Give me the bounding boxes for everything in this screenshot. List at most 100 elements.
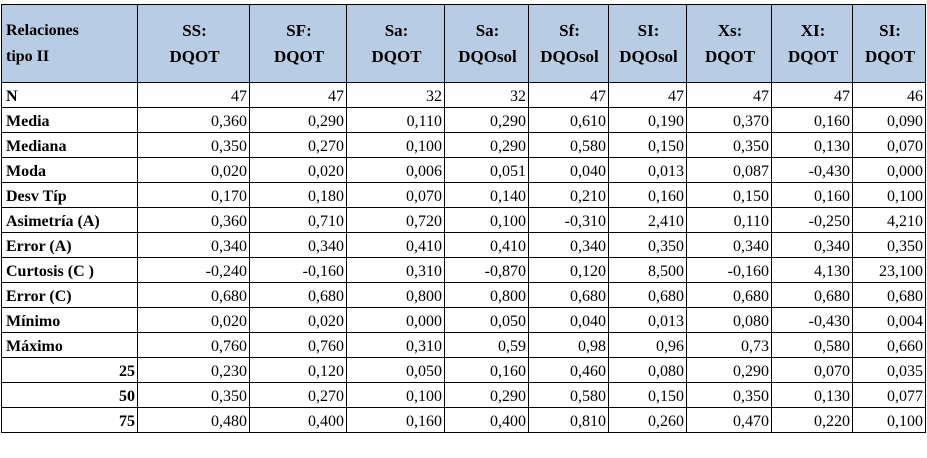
column-header: Sa: DQOsol [444,4,529,83]
column-header-line: DQOsol [619,46,678,66]
row-label: N [1,82,138,108]
table-cell: 0,290 [444,382,529,408]
table-cell: 47 [771,82,853,108]
table-cell: 0,180 [249,182,347,208]
column-header-line: SI: [879,20,901,40]
column-header-line: DQOT [371,46,422,66]
table-cell: 47 [528,82,609,108]
corner-header-line: tipo II [6,47,50,65]
table-cell: -0,870 [444,257,529,283]
table-cell: 32 [346,82,445,108]
table-cell: 0,59 [444,332,529,358]
table-cell: -0,160 [249,257,347,283]
table-cell: 0,000 [346,307,445,333]
table-cell: 0,120 [528,257,609,283]
table-cell: 0,260 [608,407,687,433]
table-cell: 0,310 [346,257,445,283]
table-cell: 0,090 [852,107,926,133]
row-label: Error (C) [1,282,138,308]
table-cell: 0,120 [249,357,347,383]
table-cell: 0,150 [686,182,772,208]
table-cell: 0,360 [137,107,250,133]
table-cell: -0,430 [771,307,853,333]
table-cell: 0,160 [771,182,853,208]
table-cell: 47 [608,82,687,108]
table-cell: 0,100 [346,382,445,408]
table-cell: 0,230 [137,357,250,383]
row-label: Media [1,107,138,133]
corner-header-line: Relaciones [6,21,79,39]
table-cell: 23,100 [852,257,926,283]
table-cell: 0,051 [444,157,529,183]
row-label: Máximo [1,332,138,358]
table-row: N 47 47 32 32 47 47 47 47 46 [1,82,926,108]
column-header-line: Sa: [475,20,500,40]
table-cell: 0,710 [249,207,347,233]
table-cell: -0,310 [528,207,609,233]
table-cell: 0,270 [249,132,347,158]
table-cell: 0,580 [771,332,853,358]
table-cell: 0,800 [444,282,529,308]
table-cell: 0,96 [608,332,687,358]
table-cell: 0,150 [608,132,687,158]
column-header: Sa: DQOT [346,4,445,83]
row-label: Error (A) [1,232,138,258]
table-cell: 0,160 [608,182,687,208]
column-header-line: DQOT [864,46,916,66]
column-header-line: SF: [286,20,312,40]
column-header: SS: DQOT [137,4,250,83]
table-cell: 0,270 [249,382,347,408]
column-header: SI: DQOsol [608,4,687,83]
table-row: Moda 0,020 0,020 0,006 0,051 0,040 0,013 0,087-… [1,157,926,183]
table-cell: -0,430 [771,157,853,183]
table-cell: 0,410 [444,232,529,258]
table-row: 25 0,230 0,120 0,050 0,160 0,460 0,080 0,290 0,0… [1,357,926,383]
statistics-table: Relaciones tipo II SS: DQOT SF: DQOT Sa: DQ… [1,4,926,433]
table-cell: 0,580 [528,132,609,158]
table-cell: 0,810 [528,407,609,433]
table-cell: 47 [686,82,772,108]
table-cell: 0,350 [686,132,772,158]
table-cell: 0,350 [137,382,250,408]
column-header: Xs: DQOT [686,4,772,83]
column-header-line: Xs: [717,20,743,40]
table-cell: 2,410 [608,207,687,233]
table-header: Relaciones tipo II SS: DQOT SF: DQOT Sa: DQ… [1,4,926,83]
row-label: Curtosis (C ) [1,257,138,283]
table-cell: 4,210 [852,207,926,233]
table-cell: 0,610 [528,107,609,133]
table-cell: 0,160 [346,407,445,433]
table-cell: 0,350 [686,382,772,408]
table-cell: 0,087 [686,157,772,183]
table-cell: 32 [444,82,529,108]
table-cell: 0,310 [346,332,445,358]
table-cell: 0,340 [249,232,347,258]
table-cell: 0,340 [528,232,609,258]
table-cell: 0,220 [771,407,853,433]
table-cell: 0,680 [686,282,772,308]
table-cell: 0,470 [686,407,772,433]
row-label: 50 [1,382,138,408]
table-cell: 0,170 [137,182,250,208]
table-cell: 0,73 [686,332,772,358]
table-cell: 0,680 [528,282,609,308]
table-cell: 0,290 [444,107,529,133]
table-cell: 0,050 [346,357,445,383]
row-label: 75 [1,407,138,433]
table-cell: 0,040 [528,307,609,333]
table-cell: 0,660 [852,332,926,358]
table-cell: 0,360 [137,207,250,233]
table-cell: 0,020 [249,307,347,333]
column-header-line: DQOsol [540,46,599,66]
table-cell: -0,250 [771,207,853,233]
table-cell: 0,290 [444,132,529,158]
table-cell: 0,680 [137,282,250,308]
table-cell: 0,760 [137,332,250,358]
table-row: Mediana 0,350 0,270 0,100 0,290 0,580 0,150 0,3… [1,132,926,158]
table-body: N 47 47 32 32 47 47 47 47 46 Media 0,360 0,290 0,110 0… [1,82,926,433]
table-cell: 0,760 [249,332,347,358]
table-cell: 0,460 [528,357,609,383]
column-header-line: Sa: [384,20,409,40]
column-header: SI: DQOT [852,4,926,83]
table-row: Desv Típ 0,170 0,180 0,070 0,140 0,210 0,160 0,… [1,182,926,208]
